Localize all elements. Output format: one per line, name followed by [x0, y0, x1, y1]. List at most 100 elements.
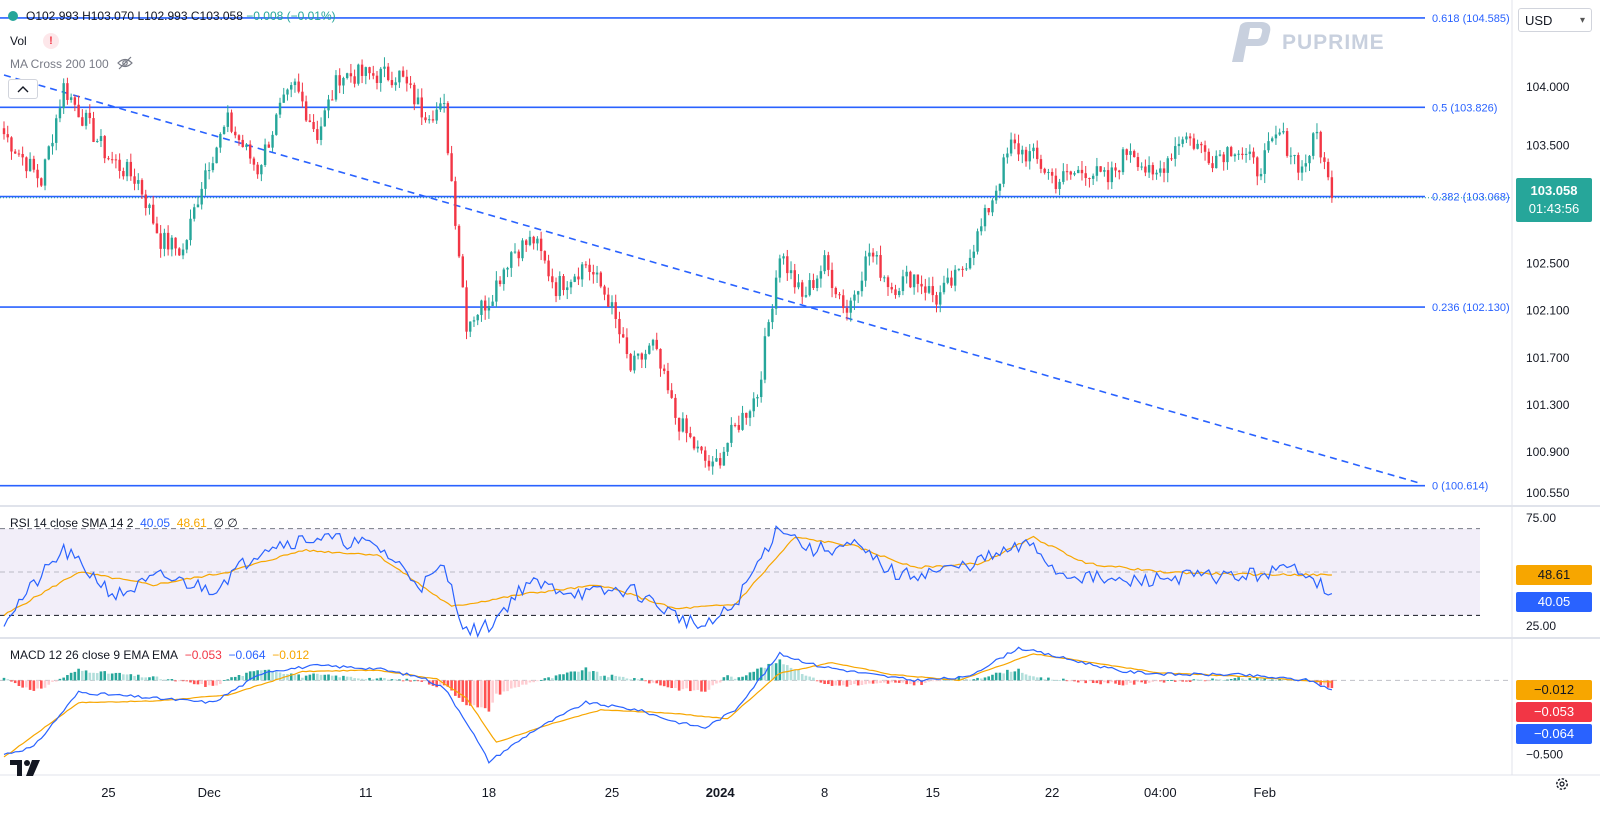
settings-gear-icon[interactable]	[1554, 776, 1570, 792]
candle-body	[845, 308, 849, 313]
candle-body	[629, 353, 632, 371]
macd-histogram-bar	[25, 680, 28, 688]
candle-body	[1114, 167, 1117, 171]
macd-histogram-bar	[439, 680, 442, 685]
candle-body	[181, 249, 185, 256]
macd-hist-legend-value: −0.053	[184, 648, 222, 662]
candle-body	[1032, 147, 1035, 152]
vol-label[interactable]: Vol	[10, 34, 27, 48]
candle-body	[1222, 154, 1225, 163]
macd-histogram-bar	[793, 669, 797, 681]
candle-body	[778, 258, 782, 278]
candle-body	[1181, 139, 1184, 144]
candle-body	[670, 390, 673, 398]
candle-body	[36, 169, 39, 179]
macd-histogram-bar	[487, 680, 491, 712]
macd-histogram-bar	[170, 679, 174, 681]
candle-body	[953, 269, 957, 286]
candle-body	[1073, 173, 1076, 175]
macd-histogram-bar	[1032, 676, 1035, 681]
price-tick-label: 101.300	[1526, 398, 1570, 412]
macd-histogram-bar	[808, 676, 811, 681]
candle-body	[957, 268, 961, 270]
macd-histogram-bar	[260, 670, 263, 681]
candle-body	[1319, 131, 1322, 158]
macd-histogram-bar	[998, 672, 1002, 681]
macd-histogram-bar	[1147, 680, 1151, 683]
candle-body	[659, 348, 662, 369]
candle-body	[1233, 154, 1237, 157]
candle-body	[651, 339, 655, 346]
axes: 104.000 103.500 102.500 102.100 101.700 101.3…	[101, 80, 1569, 800]
candle-body	[21, 153, 24, 158]
warning-icon[interactable]: !	[43, 33, 59, 49]
macd-histogram-bar	[1002, 673, 1005, 681]
macd-histogram-bar	[219, 680, 222, 685]
macd-histogram-bar	[196, 680, 200, 685]
macd-histogram-bar	[360, 678, 364, 681]
macd-histogram-bar	[1278, 678, 1281, 681]
candle-body	[1241, 153, 1244, 155]
candle-body	[62, 83, 65, 109]
candle-body	[1106, 170, 1110, 183]
candle-body	[439, 103, 442, 110]
candle-body	[968, 257, 972, 269]
macd-pane[interactable]	[0, 646, 1512, 764]
macd-histogram-bar	[1244, 679, 1248, 681]
macd-histogram-bar	[987, 676, 991, 681]
candle-body	[424, 117, 427, 121]
macd-histogram-bar	[274, 671, 278, 681]
macd-histogram-bar	[181, 680, 185, 682]
ma-cross-label[interactable]: MA Cross 200 100	[10, 57, 109, 71]
macd-histogram-bar	[211, 680, 215, 686]
candle-body	[1132, 151, 1136, 158]
rsi-sma-tag: 48.61	[1516, 565, 1592, 585]
candle-body	[1036, 147, 1039, 160]
candle-body	[40, 178, 43, 186]
macd-histogram-bar	[562, 674, 565, 681]
candle-body	[446, 103, 450, 154]
macd-histogram-bar	[894, 680, 897, 683]
candle-body	[1065, 171, 1069, 173]
price-pane[interactable]: 0.618 (104.585)0.5 (103.826)0.382 (103.0…	[0, 13, 1512, 493]
macd-histogram-bar	[606, 677, 610, 681]
candle-body	[1300, 166, 1304, 173]
macd-histogram-bar	[1188, 680, 1192, 683]
candle-body	[166, 232, 170, 250]
macd-histogram-bar	[707, 680, 711, 690]
open-value: O102.993	[26, 9, 79, 23]
macd-histogram-bar	[789, 667, 793, 681]
candle-body	[733, 424, 737, 426]
candle-body	[375, 75, 379, 83]
candle-body	[327, 99, 330, 111]
macd-histogram-bar	[681, 680, 685, 690]
candle-body	[193, 207, 196, 219]
macd-tag: −0.064	[1516, 724, 1592, 744]
candle-body	[92, 118, 95, 142]
candle-body	[118, 159, 121, 171]
macd-histogram-bar	[166, 679, 170, 681]
candle-body	[360, 64, 364, 76]
macd-histogram-bar	[1222, 680, 1226, 682]
candle-body	[349, 73, 353, 77]
candle-body	[890, 287, 893, 290]
candle-body	[1077, 169, 1080, 174]
collapse-legend-button[interactable]	[8, 79, 38, 99]
macd-histogram-bar	[1050, 679, 1054, 681]
price-tick-label: 100.900	[1526, 445, 1570, 459]
fibonacci-level-label: 0.5 (103.826)	[1432, 102, 1497, 114]
currency-select[interactable]: USD ▾	[1518, 8, 1592, 32]
hidden-eye-icon[interactable]	[117, 56, 133, 70]
macd-signal-tag: −0.012	[1516, 680, 1592, 700]
macd-histogram-bar	[1110, 680, 1114, 683]
candle-body	[543, 251, 547, 261]
macd-histogram-bar	[901, 680, 905, 683]
candle-body	[1110, 167, 1114, 183]
macd-histogram-bar	[73, 671, 77, 681]
high-value: H103.070	[82, 9, 135, 23]
rsi-pane[interactable]	[0, 525, 1480, 639]
macd-histogram-bar	[1330, 680, 1334, 689]
macd-histogram-bar	[424, 680, 427, 682]
candle-body	[663, 368, 666, 371]
